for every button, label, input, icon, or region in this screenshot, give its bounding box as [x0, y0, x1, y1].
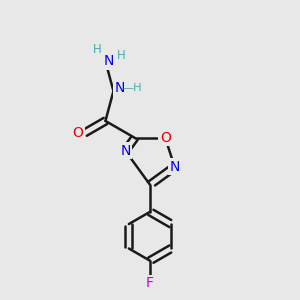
Text: O: O: [72, 126, 83, 140]
Text: F: F: [146, 276, 154, 290]
Text: N: N: [103, 54, 114, 68]
Text: N: N: [120, 144, 130, 158]
Text: H: H: [117, 49, 125, 62]
Text: N: N: [115, 81, 125, 95]
Text: —H: —H: [123, 83, 142, 93]
Text: H: H: [93, 43, 102, 56]
Text: N: N: [169, 160, 180, 174]
Text: O: O: [160, 131, 171, 145]
